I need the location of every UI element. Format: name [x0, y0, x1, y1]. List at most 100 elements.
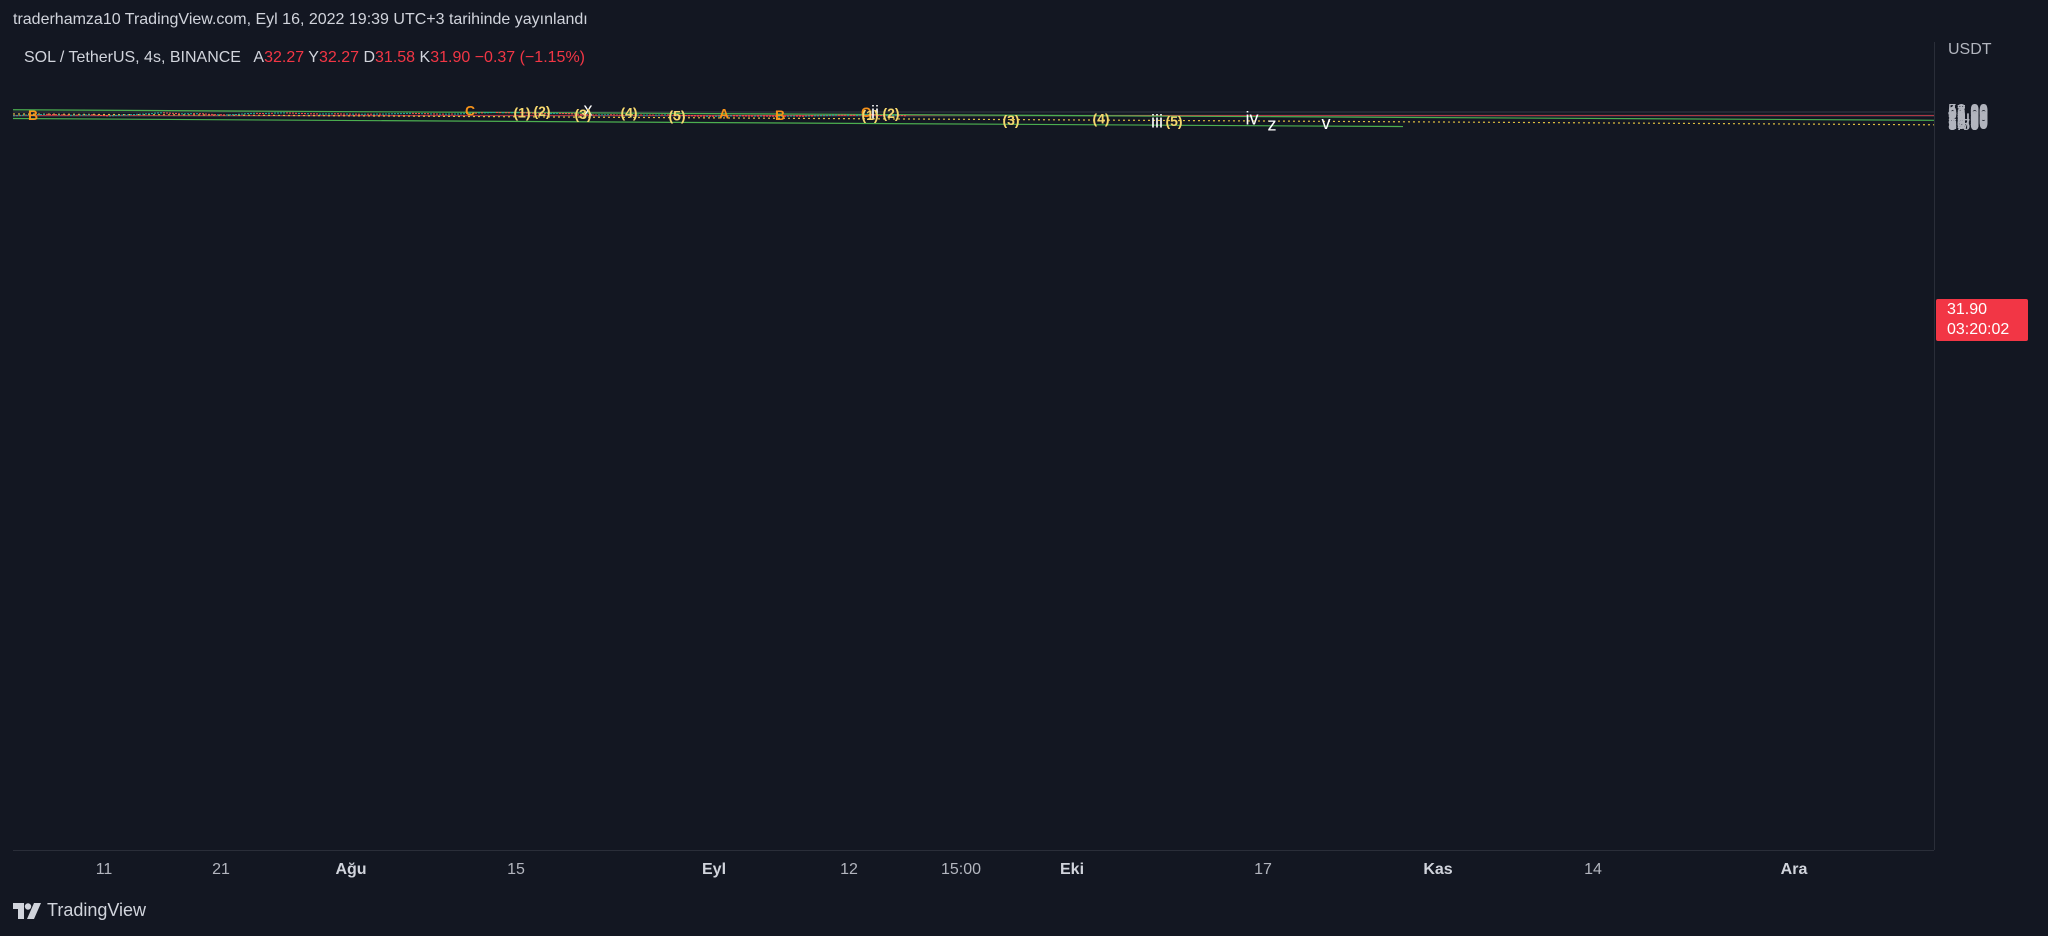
price-tick-4: 33.00	[1948, 106, 1989, 124]
candle-body-185	[568, 113, 570, 115]
candle-body-156	[481, 112, 483, 114]
candle-body-201	[616, 114, 618, 116]
candle-body-134	[415, 112, 417, 114]
candle-body-218	[667, 114, 669, 116]
candle-body-242	[739, 115, 741, 117]
wave-label-7: (5)	[668, 107, 685, 123]
candle-body-264	[805, 115, 807, 117]
candle-body-91	[286, 112, 288, 114]
candle-body-70	[223, 114, 225, 116]
candle-body-146	[451, 113, 453, 115]
x-axis-border	[13, 850, 1934, 851]
time-tick-0: 11	[95, 861, 113, 878]
candle-body-153	[472, 112, 474, 114]
candle-body-37	[124, 114, 126, 116]
candle-body-149	[460, 113, 462, 115]
wave-label-11: ii	[871, 102, 879, 122]
candle-body-65	[208, 113, 210, 115]
price-tick-12: 12.00	[1948, 114, 1989, 132]
candle-body-68	[217, 114, 219, 116]
candle-body-252	[769, 115, 771, 117]
wave-label-8: A	[719, 106, 729, 122]
candle-body-246	[751, 115, 753, 117]
candle-body-31	[106, 115, 108, 117]
candle-body-82	[259, 112, 261, 114]
price-axis[interactable]: USDT 52.00 47.00 41.00 37.00 33.00 29.00 25.00…	[1936, 41, 2048, 850]
candle-body-292	[889, 115, 891, 117]
last-price-tag: 31.90 03:20:02	[1936, 299, 2028, 341]
candle-body-152	[469, 112, 471, 114]
candle-body-10	[43, 113, 45, 115]
candle-body-130	[403, 113, 405, 115]
footer-brand[interactable]: TradingView	[13, 900, 146, 921]
candle-body-52	[169, 112, 171, 114]
legend-symbol[interactable]: SOL / TetherUS, 4s, BINANCE	[24, 49, 241, 66]
candle-body-27	[94, 114, 96, 116]
candle-body-155	[478, 112, 480, 114]
candle-body-228	[697, 115, 699, 117]
candle-body-220	[673, 114, 675, 116]
candle-body-119	[370, 113, 372, 115]
candle-body-173	[532, 112, 534, 114]
candle-body-127	[394, 113, 396, 115]
legend-high-label: Y	[308, 49, 319, 66]
candle-body-46	[151, 113, 153, 115]
candle-body-158	[487, 112, 489, 114]
candle-body-210	[643, 114, 645, 116]
candle-body-272	[829, 114, 831, 116]
candle-body-238	[727, 115, 729, 117]
candle-body-247	[754, 115, 756, 117]
candle-body-106	[331, 113, 333, 115]
candle-body-41	[136, 113, 138, 115]
candle-body-157	[484, 112, 486, 114]
candle-body-205	[628, 114, 630, 116]
candle-body-138	[427, 113, 429, 115]
time-axis[interactable]: 11 21 Ağu 15 Eyl 12 15:00 Eki 17 Kas 14 Ara	[13, 850, 1934, 890]
candle-body-229	[700, 115, 702, 117]
candle-body-34	[115, 114, 117, 116]
candle-body-89	[280, 112, 282, 114]
candle-body-43	[142, 113, 144, 115]
candle-body-159	[490, 112, 492, 114]
candle-body-219	[670, 114, 672, 116]
candle-body-296	[901, 115, 903, 117]
wave-label-20: z	[1268, 114, 1277, 134]
candle-body-287	[874, 114, 876, 116]
candle-body-268	[817, 115, 819, 117]
candle-body-274	[835, 114, 837, 116]
ohlc-legend: SOL / TetherUS, 4s, BINANCE A32.27 Y32.2…	[24, 49, 585, 67]
candle-body-179	[550, 113, 552, 115]
wave-label-16: (3)	[1002, 112, 1019, 128]
candle-body-66	[211, 113, 213, 115]
candle-body-222	[679, 114, 681, 116]
legend-low-label: D	[363, 49, 376, 66]
wave-label-6: (3)	[574, 106, 591, 122]
candle-body-275	[838, 114, 840, 116]
candle-body-118	[367, 113, 369, 115]
wave-label-0: B	[28, 107, 38, 123]
candle-body-241	[736, 115, 738, 117]
candle-body-62	[199, 113, 201, 115]
candle-body-110	[343, 113, 345, 115]
candle-body-50	[163, 112, 165, 114]
candle-body-74	[235, 113, 237, 115]
candle-body-29	[100, 114, 102, 116]
candle-body-35	[118, 114, 120, 116]
candle-body-186	[571, 113, 573, 115]
candle-body-60	[193, 113, 195, 115]
candle-body-251	[766, 115, 768, 117]
candle-body-208	[637, 114, 639, 116]
candle-body-76	[241, 113, 243, 115]
candle-body-115	[358, 113, 360, 115]
wave-label-19: v	[1322, 113, 1331, 133]
candle-body-294	[895, 114, 897, 116]
candle-body-67	[214, 114, 216, 116]
candle-body-72	[229, 114, 231, 116]
candle-body-189	[580, 113, 582, 115]
candle-body-255	[778, 115, 780, 117]
candle-body-15	[58, 114, 60, 116]
candle-body-22	[79, 114, 81, 116]
candle-body-211	[646, 114, 648, 116]
